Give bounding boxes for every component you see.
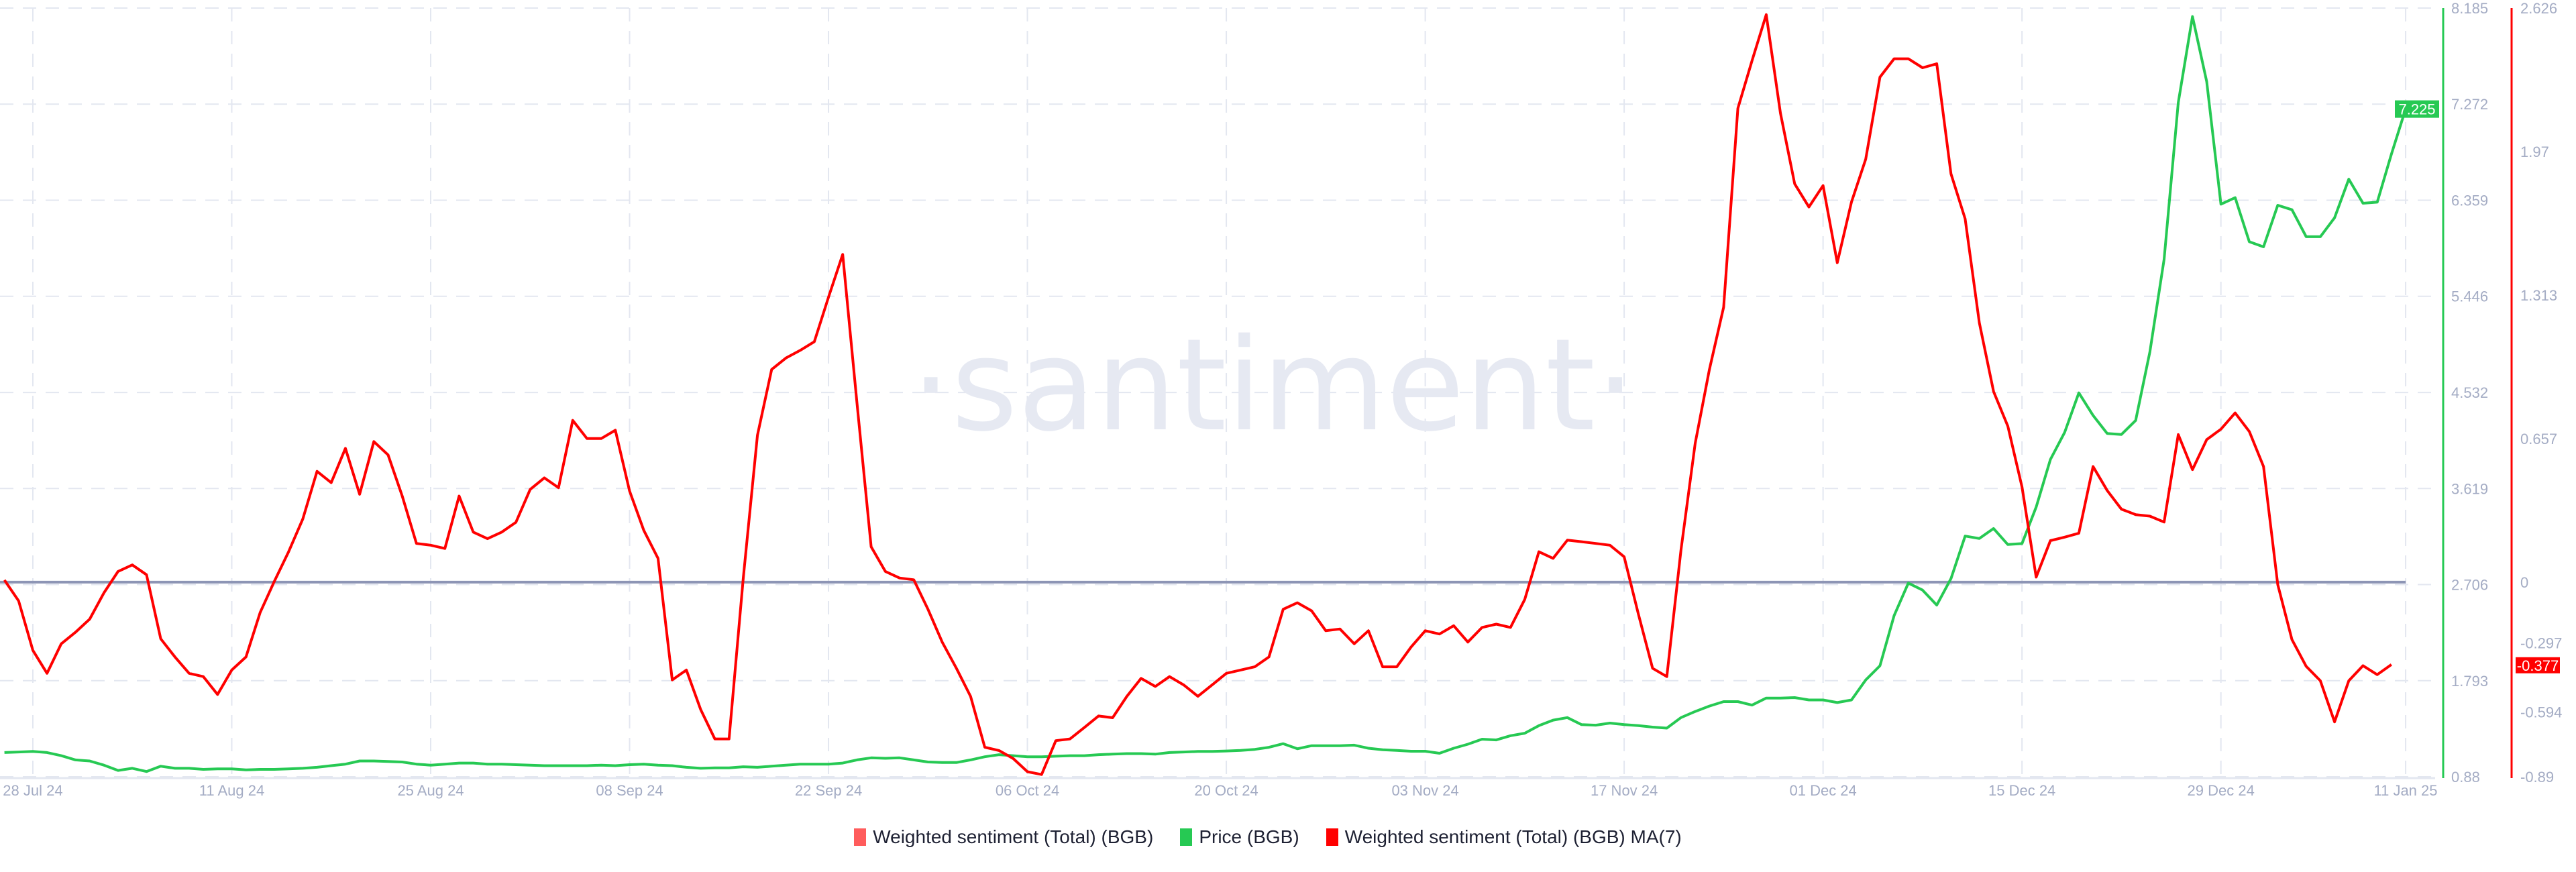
x-tick-label: 11 Jan 25 bbox=[2374, 782, 2438, 799]
x-tick-label: 20 Oct 24 bbox=[1194, 782, 1258, 799]
legend-label: Weighted sentiment (Total) (BGB) bbox=[873, 826, 1154, 847]
x-tick-label: 01 Dec 24 bbox=[1789, 782, 1856, 799]
legend-item-weighted-sentiment-ma7[interactable]: Weighted sentiment (Total) (BGB) MA(7) bbox=[1326, 826, 1682, 848]
x-tick-label: 17 Nov 24 bbox=[1591, 782, 1658, 799]
axes-labels: 8.185 7.272 6.359 5.446 4.532 3.619 2.706 1.793… bbox=[3, 0, 2562, 799]
x-tick-label: 25 Aug 24 bbox=[397, 782, 464, 799]
sentiment-tick-label: -0.594 bbox=[2520, 704, 2562, 721]
price-tick-label: 1.793 bbox=[2451, 673, 2488, 690]
sentiment-tick-label: 0 bbox=[2520, 574, 2528, 591]
x-tick-label: 11 Aug 24 bbox=[199, 782, 264, 799]
sentiment-ma7-line bbox=[3, 13, 2392, 776]
legend-label: Price (BGB) bbox=[1199, 826, 1299, 847]
legend: Weighted sentiment (Total) (BGB) Price (… bbox=[0, 826, 2536, 848]
price-tick-label: 8.185 bbox=[2451, 0, 2488, 17]
price-current-badge bbox=[2395, 100, 2439, 118]
sentiment-tick-label: 2.626 bbox=[2520, 0, 2557, 17]
x-tick-label: 03 Nov 24 bbox=[1391, 782, 1458, 799]
price-tick-label: 0.88 bbox=[2451, 769, 2480, 785]
price-current-value: 7.225 bbox=[2398, 101, 2435, 118]
sentiment-tick-label: -0.89 bbox=[2520, 769, 2554, 785]
x-tick-label: 29 Dec 24 bbox=[2188, 782, 2255, 799]
legend-swatch bbox=[1180, 828, 1193, 846]
santiment-watermark: ·santiment· bbox=[911, 311, 1636, 459]
x-tick-label: 06 Oct 24 bbox=[996, 782, 1059, 799]
price-tick-label: 3.619 bbox=[2451, 480, 2488, 497]
sentiment-tick-label: 1.313 bbox=[2520, 287, 2557, 304]
sentiment-tick-label: 0.657 bbox=[2520, 431, 2557, 447]
price-tick-label: 2.706 bbox=[2451, 577, 2488, 594]
legend-swatch bbox=[854, 828, 867, 846]
x-tick-label: 15 Dec 24 bbox=[1988, 782, 2055, 799]
sentiment-current-badge bbox=[2516, 657, 2560, 673]
sentiment-current-value: -0.377 bbox=[2517, 657, 2559, 674]
sentiment-tick-label: 1.97 bbox=[2520, 144, 2549, 160]
x-tick-label: 08 Sep 24 bbox=[596, 782, 663, 799]
legend-item-weighted-sentiment[interactable]: Weighted sentiment (Total) (BGB) bbox=[854, 826, 1153, 848]
price-tick-label: 7.272 bbox=[2451, 96, 2488, 113]
x-tick-label: 28 Jul 24 bbox=[3, 782, 62, 799]
legend-swatch bbox=[1326, 828, 1338, 846]
x-tick-label: 22 Sep 24 bbox=[795, 782, 862, 799]
series-group bbox=[3, 13, 2407, 776]
price-tick-label: 5.446 bbox=[2451, 288, 2488, 305]
price-tick-label: 6.359 bbox=[2451, 192, 2488, 209]
price-line bbox=[4, 15, 2407, 773]
legend-label: Weighted sentiment (Total) (BGB) MA(7) bbox=[1344, 826, 1682, 847]
legend-item-price[interactable]: Price (BGB) bbox=[1180, 826, 1299, 848]
sentiment-tick-label: -0.297 bbox=[2520, 635, 2562, 652]
price-tick-label: 4.532 bbox=[2451, 384, 2488, 401]
